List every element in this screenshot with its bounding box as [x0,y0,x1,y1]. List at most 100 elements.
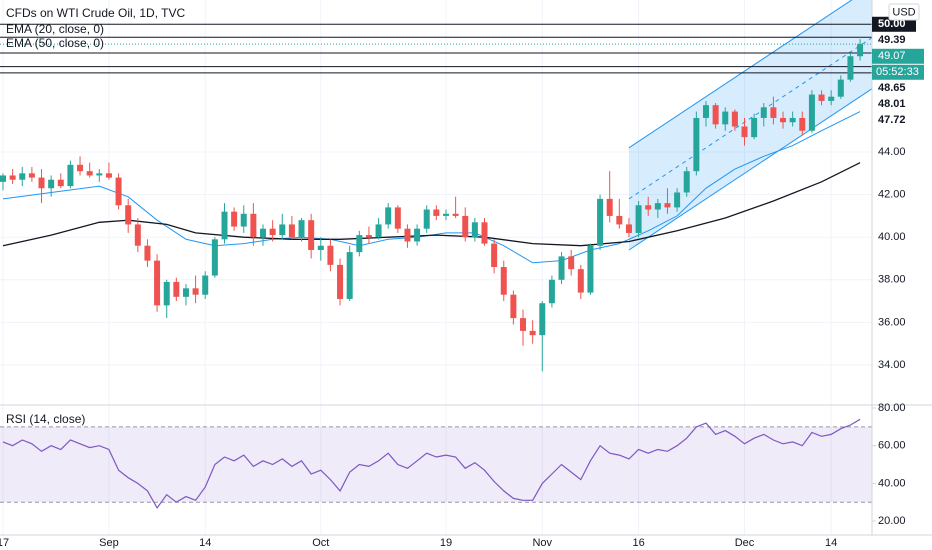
candle-body [568,256,575,270]
candle-body [337,264,344,299]
candle-body [269,228,276,236]
x-tick-label: 16 [632,537,644,549]
candle-body [712,105,719,125]
candle-body [192,288,199,295]
candle-body [722,111,729,125]
candle-body [442,213,449,216]
candle-body [702,105,709,118]
candle-body [365,235,372,238]
candle-body [375,224,382,238]
price-line-box [872,16,916,32]
ema-line [2,111,861,264]
candle-body [346,252,353,299]
candle-body [462,215,469,238]
countdown-label: 05:52:33 [876,66,919,78]
rsi-tick-label: 20.00 [878,515,906,527]
candle-body [414,228,421,242]
candle-body [452,213,459,216]
candle-body [105,173,112,178]
candle-body [404,228,411,242]
currency: USD [892,6,915,18]
x-tick-label: 19 [440,537,452,549]
candle-body [529,330,536,336]
legend-entry: EMA (50, close, 0) [6,36,104,50]
candle-body [182,288,189,297]
candle-body [317,245,324,250]
candle-body [847,56,854,80]
candle-body [693,117,700,172]
candle-body [154,260,161,306]
candle-body [770,107,777,118]
candle-body [125,205,132,225]
candle-body [491,243,498,268]
candle-body [279,224,286,236]
candle-body [799,117,806,131]
rsi-tick-label: 40.00 [878,477,906,489]
rsi-tick-label: 80.00 [878,402,906,414]
candle-body [221,211,228,240]
candle-body [741,126,748,138]
legend-entry: EMA (20, close, 0) [6,22,104,36]
candle-body [86,171,93,176]
x-tick-label: 14 [825,537,837,549]
rsi-line [2,418,861,510]
y-tick-label: 34.00 [878,359,906,371]
candle-body [144,245,151,261]
candle-body [38,177,45,189]
candle-body [520,318,527,331]
candle-body [471,222,478,238]
x-tick-label: Nov [532,537,552,549]
candle-body [751,117,758,138]
candle-body [731,111,738,127]
candle-body [664,203,671,208]
candle-body [260,228,267,238]
candle-body [134,224,141,246]
candle-body [828,96,835,101]
candle-body [510,294,517,319]
channel-mid [628,37,872,200]
candle-body [808,94,815,131]
candle-body [327,245,334,265]
axis-bg [872,0,932,550]
candle-body [818,94,825,101]
candle-body [500,267,507,295]
candle-body [385,207,392,225]
channel-lower [628,88,872,251]
y-tick-label: 44.00 [878,146,906,158]
candle-body [548,279,555,304]
candle-body [654,203,661,210]
candle-body [0,175,6,182]
candle-body [115,177,122,206]
rsi-tick-label: 60.00 [878,440,906,452]
candle-body [240,213,247,227]
candle-body [211,239,218,276]
candle-body [298,220,305,238]
candle-body [433,209,440,216]
candle-body [674,192,681,208]
y-tick-label: 36.00 [878,316,906,328]
candle-body [288,224,295,238]
candle-body [19,173,26,180]
candle-body [760,107,767,118]
candle-body [9,175,16,180]
candle-body [577,269,584,293]
candle-body [616,215,623,225]
x-tick-label: 14 [199,537,211,549]
candle-body [481,222,488,244]
candle-body [163,281,170,306]
candle-body [587,245,594,293]
chart-title: CFDs on WTI Crude Oil, 1D, TVC [6,6,185,20]
rsi-band [0,426,872,503]
x-tick-label: 17 [0,537,9,549]
candle-body [423,209,430,229]
candle-body [28,173,35,178]
candle-body [683,171,690,193]
channel-upper [628,0,853,149]
candle-body [231,211,238,227]
candle-body [67,164,74,187]
candle-body [356,235,363,253]
candle-body [394,207,401,229]
current-price-label: 49.07 [878,50,906,62]
candle-body [48,179,55,189]
